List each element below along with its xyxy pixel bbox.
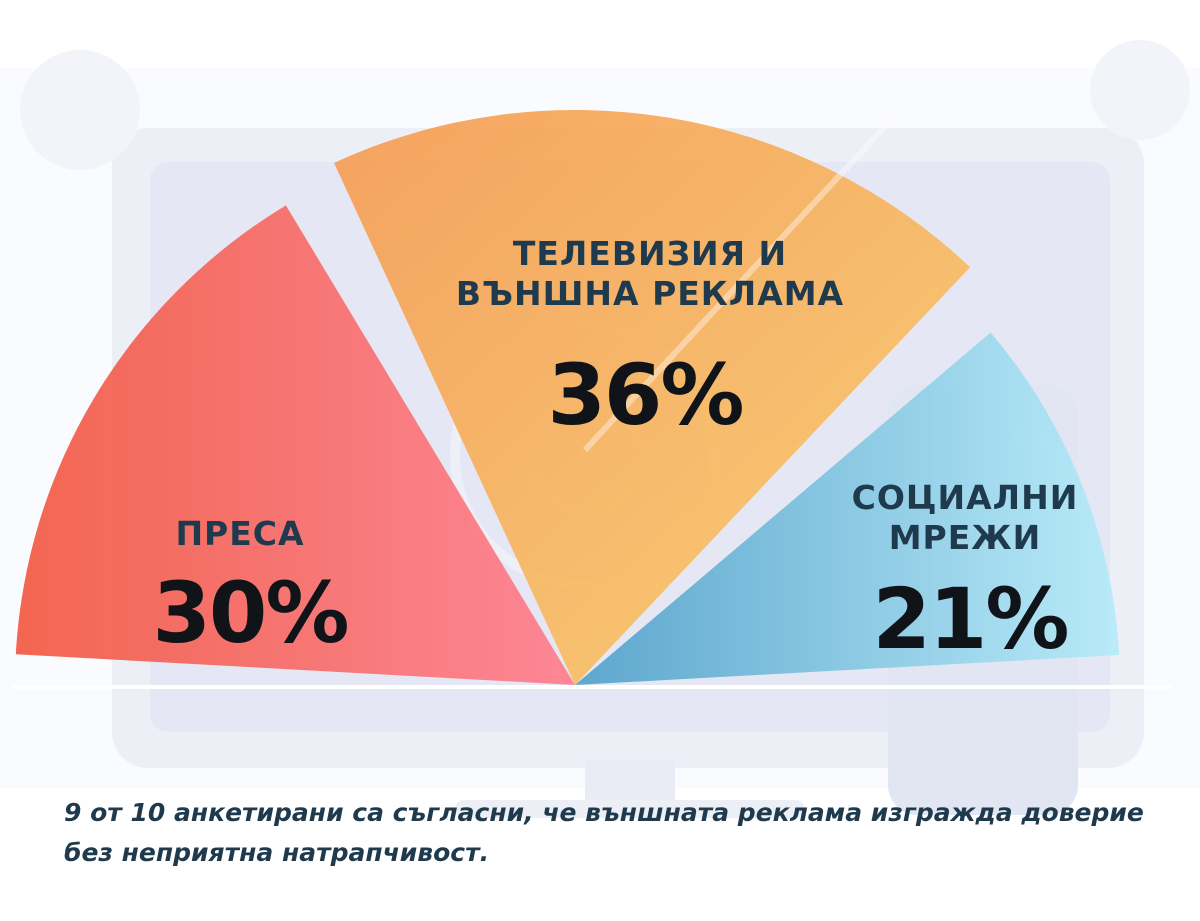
slice-label-social: СОЦИАЛНИ МРЕЖИ (805, 478, 1125, 557)
pie-slice-1 (15, 205, 576, 685)
slice-label-line: МРЕЖИ (888, 517, 1042, 557)
caption-text: 9 от 10 анкетирани са съгласни, че външн… (64, 798, 1144, 867)
slice-value-social: 21% (872, 570, 1069, 668)
slice-value-tv-outdoor: 36% (547, 346, 744, 444)
pie-slice-3 (575, 332, 1120, 685)
pie-slice-2 (334, 109, 971, 686)
pencil-line (582, 102, 908, 453)
slice-label-tv-outdoor: ТЕЛЕВИЗИЯ И ВЪНШНА РЕКЛАМА (380, 234, 920, 313)
slice-label-line: ВЪНШНА РЕКЛАМА (455, 273, 845, 313)
slice-value-press: 30% (152, 564, 349, 662)
background-blob-left (20, 50, 140, 170)
slice-label-line: СОЦИАЛНИ (851, 478, 1079, 517)
monitor-base (455, 800, 805, 818)
monitor-stand (585, 760, 675, 805)
gauge-baseline (12, 685, 1172, 689)
slice-label-press: ПРЕСА (175, 514, 305, 553)
background-blob-right (1090, 40, 1190, 140)
pie-slices (12, 109, 1172, 689)
slice-label-line: ТЕЛЕВИЗИЯ И (512, 234, 788, 273)
